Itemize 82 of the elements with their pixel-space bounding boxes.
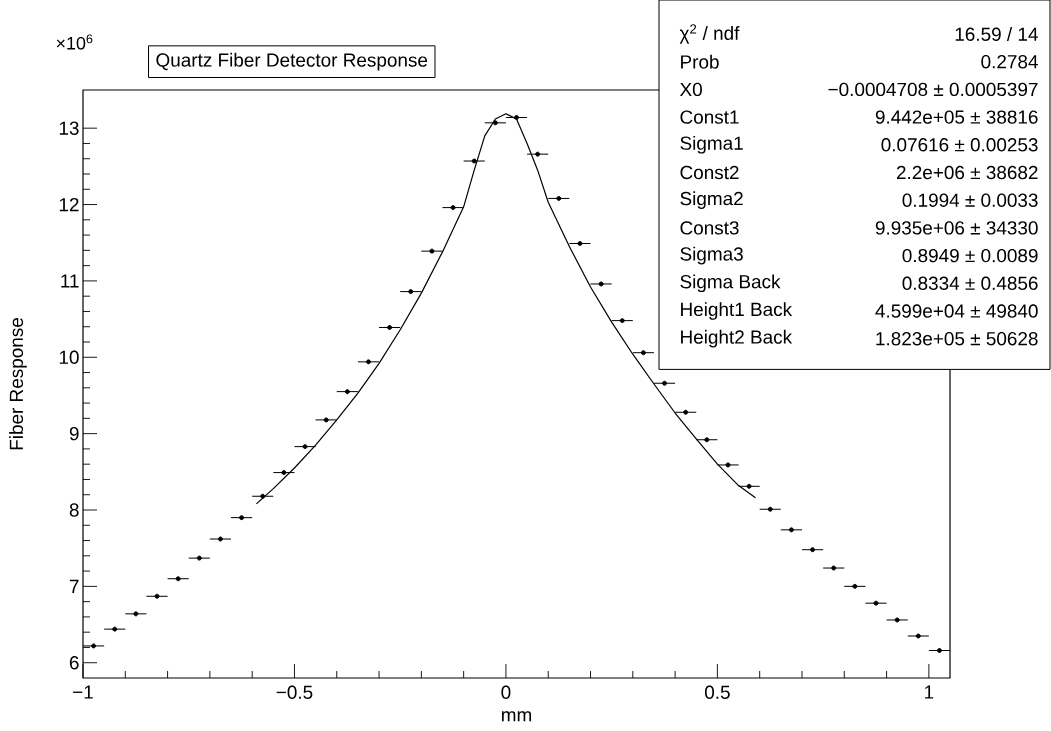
point [598, 281, 604, 287]
annotation: 1.823e+05 ± 50628 [876, 331, 1038, 346]
point [302, 444, 308, 450]
point [344, 389, 350, 395]
annotation: Sigma1 [680, 135, 743, 154]
point [619, 318, 625, 324]
point [810, 547, 816, 553]
annotation: Const1 [680, 110, 739, 124]
y-tick-label: 13 [59, 121, 79, 135]
point [408, 289, 414, 295]
y-tick-label: 9 [69, 426, 79, 441]
point [471, 158, 477, 164]
point [556, 195, 562, 201]
x-tick-label: −0.5 [276, 685, 313, 699]
text: 0.2784 [981, 54, 1038, 69]
point [154, 593, 160, 599]
point [387, 325, 393, 330]
annotation: Const2 [680, 165, 739, 180]
annotation: Sigma3 [680, 246, 743, 265]
point [492, 120, 498, 126]
point [725, 462, 731, 468]
point [873, 600, 879, 606]
point [831, 565, 837, 571]
y-tick-label: 7 [69, 579, 79, 593]
point [767, 506, 773, 512]
chart-title: Quartz Fiber Detector Response [156, 52, 428, 71]
annotation: −0.0004708 ± 0.0005397 [828, 82, 1038, 97]
annotation: 9.935e+06 ± 34330 [875, 221, 1038, 235]
point [894, 617, 900, 623]
point [683, 409, 689, 415]
annotation: X0 [679, 82, 702, 97]
annotation: Sigma2 [680, 191, 743, 210]
y-tick-label: 8 [69, 503, 79, 517]
point [260, 493, 266, 499]
point [239, 515, 245, 521]
point [450, 205, 456, 211]
point [535, 151, 541, 157]
annotation: Height2 Back [681, 329, 793, 348]
annotation: 0.8949 ± 0.0089 [902, 248, 1038, 263]
point [196, 555, 202, 561]
y-tick-label: 10 [59, 350, 79, 364]
point [112, 626, 118, 632]
point [429, 248, 435, 254]
annotation: 4.599e+04 ± 49840 [875, 304, 1038, 318]
point [662, 380, 668, 386]
x-tick-label: −1 [73, 685, 93, 699]
point [936, 648, 942, 653]
annotation: 0.07616 ± 0.00253 [881, 138, 1038, 152]
point [704, 437, 710, 443]
y-tick-label: 11 [61, 274, 79, 288]
text: 16.59 / 14 [955, 27, 1038, 41]
point [365, 359, 371, 365]
text: Prob [681, 54, 719, 69]
text: ×10$^{6}$ [56, 34, 93, 50]
point [91, 643, 97, 649]
x-tick-label: 1 [925, 685, 934, 699]
annotation: 0.8334 ± 0.4856 [902, 276, 1038, 290]
point [323, 417, 329, 423]
point [577, 241, 583, 246]
annotation: 0.1994 ± 0.0033 [902, 193, 1038, 207]
point [915, 633, 921, 639]
point [281, 470, 287, 476]
point [852, 583, 858, 589]
annotation: Const3 [680, 221, 739, 235]
y-axis-title: Fiber Response [9, 318, 27, 450]
point [175, 576, 181, 582]
annotation: Sigma Back [680, 274, 781, 293]
y-tick-label: 6 [69, 656, 79, 670]
text: χ$^{2}$ / ndf [679, 24, 740, 44]
annotation: 9.442e+05 ± 38816 [875, 110, 1038, 124]
point [133, 611, 139, 617]
point [514, 115, 519, 120]
x-tick-label: 0 [501, 685, 511, 699]
point [746, 483, 752, 489]
point [217, 536, 223, 542]
point [788, 527, 794, 533]
x-tick-label: 0.5 [704, 685, 730, 699]
annotation: Height1 Back [681, 302, 793, 320]
x-axis-title: mm [501, 711, 532, 722]
y-tick-label: 12 [59, 197, 79, 212]
annotation: 2.2e+06 ± 38682 [896, 165, 1038, 180]
point [640, 350, 646, 356]
